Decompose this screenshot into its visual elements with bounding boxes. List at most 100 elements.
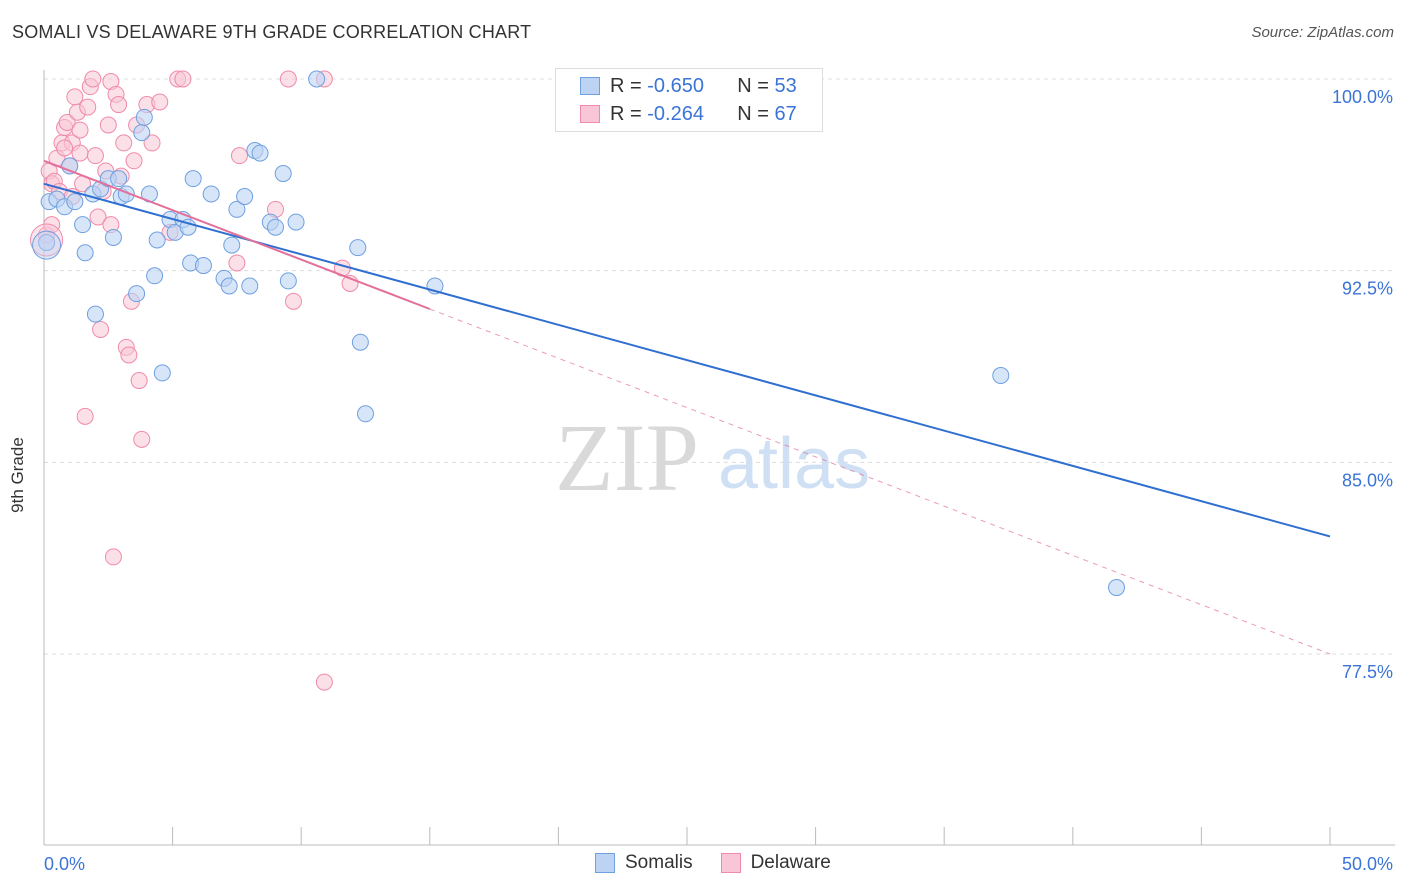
watermark: ZIP atlas xyxy=(555,404,870,511)
somalis-point xyxy=(76,244,94,262)
delaware-point xyxy=(230,147,248,165)
delaware-point xyxy=(71,144,89,162)
somalis-point xyxy=(202,185,220,203)
somalis-point xyxy=(133,124,151,142)
legend-row-somalis: R = -0.650 N = 53 xyxy=(580,75,797,97)
y-tick-label: 92.5% xyxy=(1342,279,1393,299)
legend-r-label: R = xyxy=(610,74,642,97)
y-tick-labels: 77.5% 85.0% 92.5% 100.0% xyxy=(1332,87,1393,682)
legend-swatch-somalis xyxy=(595,853,615,873)
somalis-point xyxy=(135,108,153,126)
somalis-point xyxy=(236,188,254,206)
legend-r-value: -0.650 xyxy=(647,74,704,97)
delaware-point xyxy=(92,320,110,338)
delaware-trend-extension xyxy=(429,308,1331,655)
delaware-point xyxy=(125,152,143,170)
somalis-point xyxy=(66,193,84,211)
somalis-point xyxy=(266,218,284,236)
delaware-point xyxy=(99,116,117,134)
delaware-point xyxy=(58,113,76,131)
x-tick-label: 50.0% xyxy=(1342,854,1393,874)
delaware-point xyxy=(115,134,133,152)
somalis-point xyxy=(308,70,326,88)
somalis-point xyxy=(274,165,292,183)
legend-row-delaware: R = -0.264 N = 67 xyxy=(580,103,797,125)
x-tick-label: 0.0% xyxy=(44,854,85,874)
somalis-point xyxy=(32,230,62,260)
somalis-point xyxy=(1108,579,1126,597)
x-tick-labels: 0.0% 50.0% xyxy=(44,854,1393,874)
legend-n-value: 53 xyxy=(774,74,797,97)
somalis-point xyxy=(279,272,297,290)
somalis-point xyxy=(194,257,212,275)
delaware-point xyxy=(130,372,148,390)
somalis-point xyxy=(351,333,369,351)
somalis-point xyxy=(349,239,367,257)
delaware-point xyxy=(133,430,151,448)
y-axis-label: 9th Grade xyxy=(8,437,27,513)
trend-lines xyxy=(43,159,1331,655)
legend-label-delaware: Delaware xyxy=(750,852,831,873)
delaware-point xyxy=(315,673,333,691)
somalis-point xyxy=(110,170,128,188)
delaware-points xyxy=(30,70,359,691)
grid-lines xyxy=(44,78,1395,655)
somalis-point xyxy=(74,216,92,234)
somalis-point xyxy=(992,366,1010,384)
stats-legend: R = -0.650 N = 53 R = -0.264 N = 67 xyxy=(555,68,823,132)
somalis-point xyxy=(251,144,269,162)
somalis-point xyxy=(86,305,104,323)
somalis-point xyxy=(146,267,164,285)
legend-n-label: N = xyxy=(737,74,769,97)
delaware-point xyxy=(151,93,169,111)
source-label: Source: ZipAtlas.com xyxy=(1251,24,1394,41)
somalis-point xyxy=(179,218,197,236)
series-legend: Somalis Delaware xyxy=(595,852,831,874)
delaware-point xyxy=(66,88,84,106)
somalis-point xyxy=(38,234,56,252)
legend-swatch-delaware xyxy=(720,853,741,873)
delaware-point xyxy=(89,208,107,226)
somalis-point xyxy=(357,405,374,423)
delaware-point xyxy=(110,96,128,114)
delaware-point xyxy=(71,121,89,139)
somalis-point xyxy=(128,285,146,303)
delaware-point xyxy=(143,134,161,152)
legend-label-somalis: Somalis xyxy=(625,852,693,873)
chart-title: SOMALI VS DELAWARE 9TH GRADE CORRELATION… xyxy=(12,22,532,42)
y-tick-label: 100.0% xyxy=(1332,87,1393,107)
somalis-points xyxy=(32,70,1126,597)
delaware-point xyxy=(284,292,302,310)
legend-swatch-somalis xyxy=(580,77,600,95)
legend-r-label: R = xyxy=(610,102,642,125)
delaware-point xyxy=(79,98,97,116)
delaware-point xyxy=(104,548,122,566)
somalis-point xyxy=(104,228,122,246)
delaware-point xyxy=(86,147,104,165)
delaware-point xyxy=(120,346,138,364)
delaware-point xyxy=(76,407,94,425)
legend-n-label: N = xyxy=(737,102,769,125)
somalis-point xyxy=(153,364,171,382)
delaware-point xyxy=(174,70,192,88)
delaware-point xyxy=(228,254,246,272)
somalis-point xyxy=(148,231,166,249)
delaware-trend-line xyxy=(43,159,431,310)
watermark-atlas: atlas xyxy=(718,424,870,504)
y-tick-label: 77.5% xyxy=(1342,662,1393,682)
delaware-point xyxy=(56,139,74,157)
legend-r-value: -0.264 xyxy=(647,102,704,125)
somalis-point xyxy=(223,236,241,254)
legend-n-value: 67 xyxy=(774,102,797,125)
somalis-point xyxy=(241,277,259,295)
delaware-point xyxy=(84,70,102,88)
somalis-point xyxy=(287,213,305,231)
delaware-point xyxy=(279,70,297,88)
somalis-point xyxy=(220,277,238,295)
y-tick-label: 85.0% xyxy=(1342,470,1393,490)
watermark-zip: ZIP xyxy=(555,404,699,511)
legend-swatch-delaware xyxy=(580,105,600,123)
somalis-point xyxy=(184,170,202,188)
somalis-point xyxy=(228,200,246,218)
